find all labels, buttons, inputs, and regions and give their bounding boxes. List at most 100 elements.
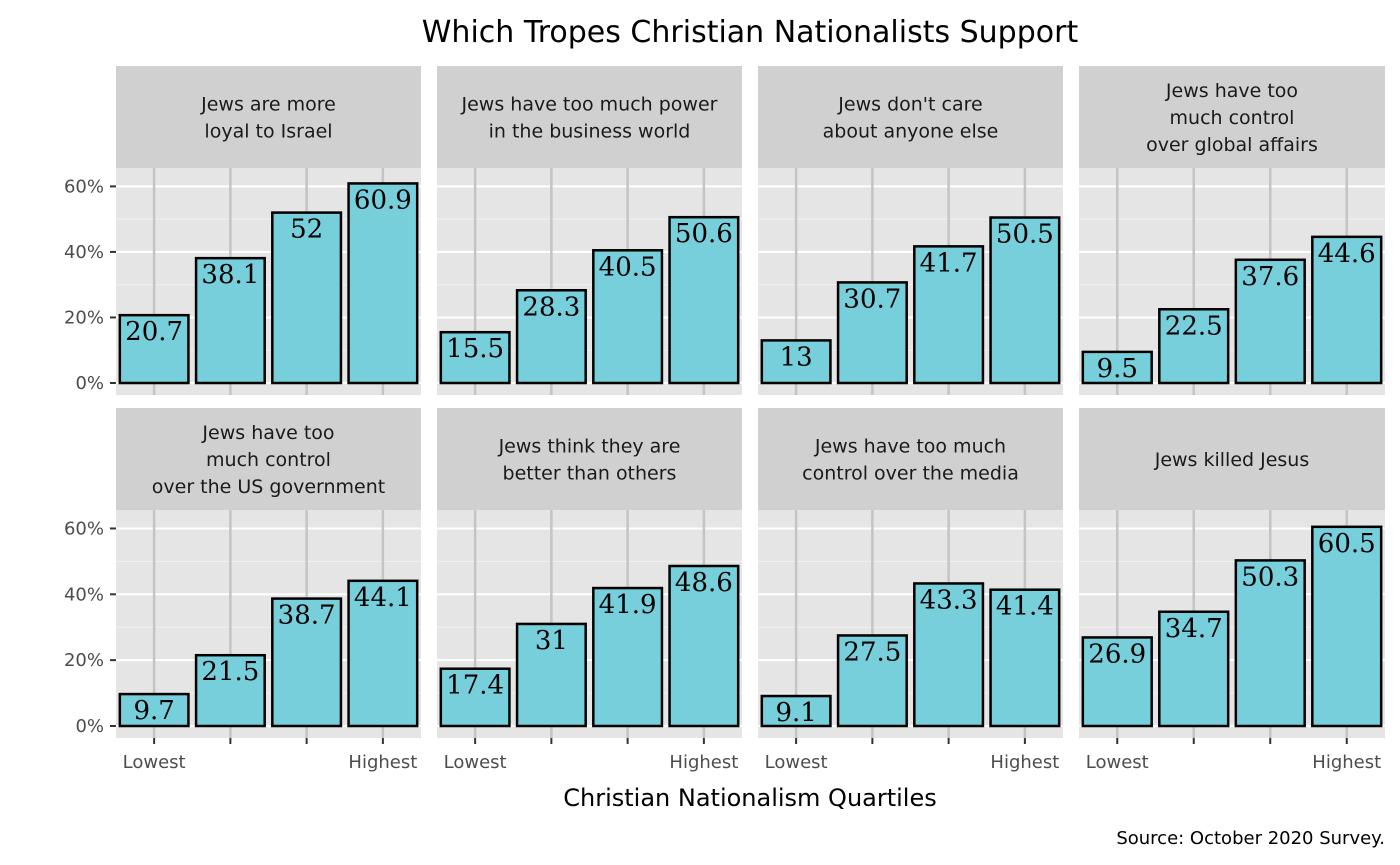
bar-value-label: 26.9 [1088,639,1146,669]
facet-strip [1079,66,1385,168]
y-tick-label: 20% [64,650,104,671]
y-tick-label: 0% [75,716,104,737]
bar [1311,525,1383,728]
bar [515,289,587,385]
bar [760,339,832,385]
facet-strip [758,408,1063,510]
facet-strip [758,66,1063,168]
bar-value-label: 31 [535,626,568,656]
facet-panel: Jews have too much control over the US gov… [64,408,421,773]
bar-value-label: 34.7 [1165,614,1223,644]
bar [989,216,1061,385]
bar [760,694,832,728]
bar [271,597,343,728]
bar [592,586,664,728]
facet-strip-label: much control [1170,107,1295,129]
bar [592,249,664,385]
bar-value-label: 17.4 [446,671,504,701]
bar [515,622,587,728]
bar-value-label: 28.3 [522,292,580,322]
facet-strip-label: Jews have too [201,422,334,444]
bar-value-label: 41.7 [920,248,978,278]
facet-strip-label: Jews killed Jesus [1154,449,1310,471]
bar [1234,258,1306,385]
bar [1311,235,1383,385]
bar [668,564,740,728]
facet-panel: Jews think they are better than others 17.… [437,408,742,773]
bar [118,692,190,728]
y-tick-label: 60% [64,518,104,539]
bar-value-label: 9.7 [133,696,174,726]
facet-panel: Jews have too much control over the media… [758,408,1063,773]
bar-value-label: 20.7 [125,317,183,347]
facet-strip-label: Jews have too [1165,80,1298,102]
x-tick-label: Lowest [1086,752,1149,773]
x-tick-label: Highest [669,752,738,773]
x-tick-label: Highest [1312,752,1381,773]
x-tick-label: Lowest [765,752,828,773]
x-tick-label: Highest [990,752,1059,773]
bar-value-label: 9.5 [1097,354,1138,384]
bar-value-label: 27.5 [843,637,901,667]
bar-value-label: 52 [290,215,323,245]
facet-panels: Jews are more loyal to Israel 20.7 38.1 52 60… [64,66,1385,773]
bar-value-label: 48.6 [675,568,733,598]
source-caption: Source: October 2020 Survey. [1116,828,1385,849]
bar [1081,636,1153,728]
facet-strip [116,408,421,510]
bar [347,579,419,728]
facet-strip-label: control over the media [802,463,1019,485]
bar-value-label: 41.9 [599,590,657,620]
facet-strip [437,408,742,510]
bar [836,281,908,385]
bar-value-label: 43.3 [920,585,978,615]
facet-panel: Jews have too much control over global aff… [1079,66,1385,395]
facet-strip-label: over global affairs [1146,134,1318,156]
facet-strip-label: better than others [503,463,677,485]
bar-value-label: 38.7 [278,601,336,631]
bar-value-label: 50.3 [1241,562,1299,592]
x-tick-label: Lowest [444,752,507,773]
bar [668,215,740,385]
facet-strip-label: loyal to Israel [204,121,332,143]
bar-value-label: 15.5 [446,334,504,364]
bar-value-label: 41.4 [996,592,1054,622]
bar-value-label: 30.7 [843,284,901,314]
bar [1158,610,1230,728]
y-tick-label: 60% [64,176,104,197]
bar-value-label: 60.5 [1318,529,1376,559]
facet-strip-label: much control [206,449,331,471]
bar [913,245,985,385]
facet-strip [1079,408,1385,510]
bar-value-label: 22.5 [1165,311,1223,341]
bar [271,211,343,385]
bar-value-label: 21.5 [201,657,259,687]
facet-panel: Jews don't care about anyone else 13 30.7 41… [758,66,1063,395]
bar [194,256,266,385]
bar-value-label: 50.6 [675,219,733,249]
x-axis-title: Christian Nationalism Quartiles [563,784,937,812]
facet-strip-label: in the business world [489,121,691,143]
bar [439,667,511,728]
facet-strip-label: Jews have too much power [461,94,718,116]
bar [989,588,1061,728]
facet-panel: Jews are more loyal to Israel 20.7 38.1 52 60… [64,66,421,395]
facet-strip [437,66,742,168]
facet-strip-label: Jews think they are [498,436,681,458]
bar-value-label: 40.5 [599,252,657,282]
bar-value-label: 60.9 [354,185,412,215]
facet-strip-label: Jews are more [200,94,336,116]
facet-panel: Jews killed Jesus 26.9 34.7 50.3 60.5 Lowest H… [1079,408,1385,773]
x-tick-label: Lowest [123,752,186,773]
bar [836,634,908,728]
bar [1158,308,1230,385]
bar-value-label: 9.1 [775,698,816,728]
bar [439,330,511,385]
bar [194,653,266,728]
bar-value-label: 13 [780,342,813,372]
bar [1234,559,1306,728]
bar-value-label: 44.1 [354,583,412,613]
bar [1081,350,1153,385]
x-tick-label: Highest [348,752,417,773]
